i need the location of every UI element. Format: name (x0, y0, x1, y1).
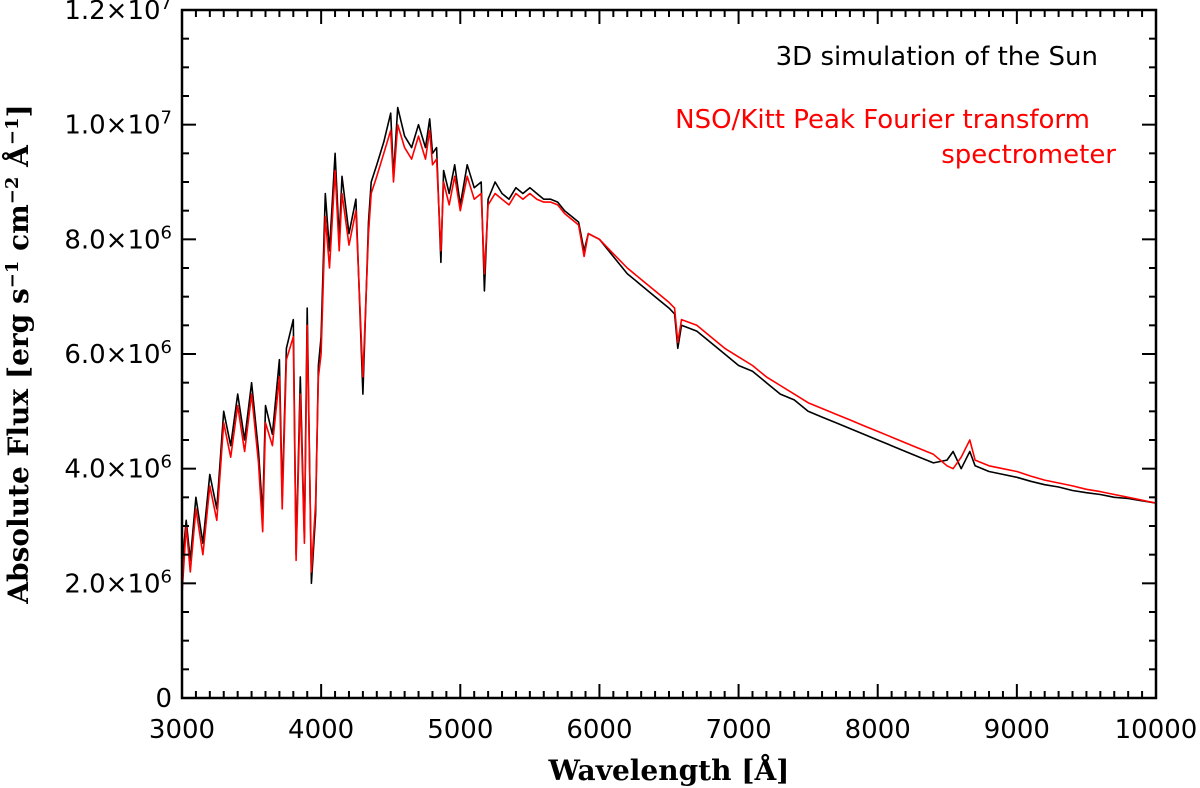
y-tick-label: 1.2×107 (64, 0, 172, 26)
series-layer (182, 106, 1156, 595)
y-axis-title: Absolute Flux [erg s−1 cm−2 Å−1] (1, 104, 35, 604)
y-axis-title-superscript: −1 (2, 118, 23, 146)
y-tick-label: 2.0×106 (64, 566, 172, 600)
y-axis-title-part: ] (2, 104, 35, 117)
series-line-observed (182, 123, 1156, 595)
y-axis-title-part: Absolute Flux [erg s (2, 288, 35, 604)
axis-ticks (181, 9, 1157, 699)
y-tick-label: 1.0×107 (64, 107, 172, 141)
y-tick-label: 8.0×106 (64, 222, 172, 256)
legend: 3D simulation of the Sun NSO/Kitt Peak F… (675, 42, 1116, 170)
y-tick-label: 6.0×106 (64, 337, 172, 371)
x-axis-title: Wavelength [Å] (548, 753, 790, 787)
x-tick-label: 9000 (984, 715, 1050, 745)
y-tick-label: 4.0×106 (64, 451, 172, 485)
legend-entry-observed-line1: NSO/Kitt Peak Fourier transform (675, 105, 1090, 135)
legend-entry-observed-line2: spectrometer (941, 140, 1116, 170)
y-axis-title-superscript: −2 (2, 177, 23, 205)
tick-labels: 3000 4000 5000 6000 7000 8000 9000 10000 0 2.0×10… (64, 0, 1197, 745)
x-tick-label: 6000 (566, 715, 632, 745)
legend-entry-simulation: 3D simulation of the Sun (776, 42, 1098, 72)
y-axis-title-part: cm (2, 204, 35, 260)
x-tick-label: 4000 (288, 715, 354, 745)
series-line-simulation (182, 106, 1156, 585)
x-tick-label: 8000 (845, 715, 911, 745)
y-tick-label: 0 (155, 684, 172, 714)
x-tick-label: 10000 (1115, 715, 1198, 745)
x-tick-label: 7000 (705, 715, 771, 745)
y-axis-title-part: Å (1, 144, 35, 177)
x-tick-label: 3000 (149, 715, 215, 745)
y-axis-title-superscript: −1 (2, 261, 23, 289)
x-tick-label: 5000 (427, 715, 493, 745)
